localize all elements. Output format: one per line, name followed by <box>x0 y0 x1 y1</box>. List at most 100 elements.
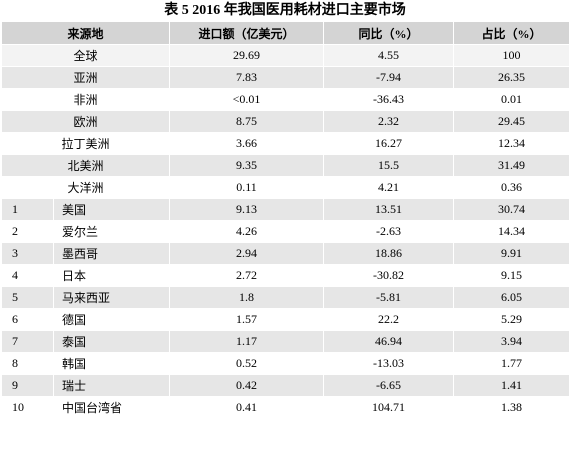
table-cell: 欧洲 <box>0 110 171 133</box>
table-cell: -36.43 <box>323 88 455 111</box>
table-cell: 0.11 <box>169 176 325 199</box>
table-cell: 30.74 <box>453 198 570 221</box>
table-cell: 1.77 <box>453 352 570 375</box>
table-cell: 3.94 <box>453 330 570 353</box>
table-row: 北美洲 9.35 15.5 31.49 <box>0 154 570 177</box>
table-cell: -30.82 <box>323 264 455 287</box>
table-cell: 中国台湾省 <box>52 396 171 419</box>
table-cell: 瑞士 <box>52 374 171 397</box>
table-cell: 5 <box>1 286 54 309</box>
table-title: 表 5 2016 年我国医用耗材进口主要市场 <box>164 3 406 18</box>
table-cell: 46.94 <box>323 330 455 353</box>
table-row: 4 日本 2.72 -30.82 9.15 <box>1 264 570 287</box>
table-cell: 2 <box>1 220 54 243</box>
table-cell: 1.38 <box>453 396 570 419</box>
table-row: 5 马来西亚 1.8 -5.81 6.05 <box>1 286 570 309</box>
table-row: 全球 29.69 4.55 100 <box>0 44 570 67</box>
table-row: 亚洲 7.83 -7.94 26.35 <box>0 66 570 89</box>
table-cell: 日本 <box>52 264 171 287</box>
table-cell: -7.94 <box>323 66 455 89</box>
table-cell: 3.66 <box>169 132 325 155</box>
table-cell: 26.35 <box>453 66 570 89</box>
table-cell: 0.41 <box>169 396 325 419</box>
table-cell: -6.65 <box>323 374 455 397</box>
table-cell: 爱尔兰 <box>52 220 171 243</box>
table-cell: 4.26 <box>169 220 325 243</box>
table-cell: 1.17 <box>169 330 325 353</box>
table-cell: 8.75 <box>169 110 325 133</box>
table-cell: 4.55 <box>323 44 455 67</box>
table-cell: 100 <box>453 44 570 67</box>
table-row: 7 泰国 1.17 46.94 3.94 <box>1 330 570 353</box>
table-cell: 0.36 <box>453 176 570 199</box>
table-cell: 2.72 <box>169 264 325 287</box>
table-cell: 15.5 <box>323 154 455 177</box>
header-cell: 占比（%） <box>453 21 570 45</box>
table-cell: 9 <box>1 374 54 397</box>
table-cell: -13.03 <box>323 352 455 375</box>
table-cell: 0.52 <box>169 352 325 375</box>
table-cell: 12.34 <box>453 132 570 155</box>
table-cell: 1.41 <box>453 374 570 397</box>
table-row: 欧洲 8.75 2.32 29.45 <box>0 110 570 133</box>
data-table: 来源地 进口额（亿美元） 同比（%） 占比（%） 全球 29.69 4.55 100 亚洲 7.8… <box>0 21 570 419</box>
table-cell: 亚洲 <box>0 66 171 89</box>
table-cell: 9.91 <box>453 242 570 265</box>
table-cell: 31.49 <box>453 154 570 177</box>
table-cell: 1.8 <box>169 286 325 309</box>
table-cell: 墨西哥 <box>52 242 171 265</box>
table-row: 6 德国 1.57 22.2 5.29 <box>1 308 570 331</box>
table-cell: 3 <box>1 242 54 265</box>
table-cell: 0.01 <box>453 88 570 111</box>
table-row: 大洋洲 0.11 4.21 0.36 <box>0 176 570 199</box>
table-cell: <0.01 <box>169 88 325 111</box>
table-cell: 29.69 <box>169 44 325 67</box>
table-cell: 大洋洲 <box>0 176 171 199</box>
table-cell: 7 <box>1 330 54 353</box>
table-cell: -2.63 <box>323 220 455 243</box>
table-cell: -5.81 <box>323 286 455 309</box>
table-cell: 6.05 <box>453 286 570 309</box>
table-cell: 2.32 <box>323 110 455 133</box>
table-cell: 1 <box>1 198 54 221</box>
header-cell: 同比（%） <box>323 21 455 45</box>
table-cell: 9.15 <box>453 264 570 287</box>
table-cell: 拉丁美洲 <box>0 132 171 155</box>
table-cell: 4 <box>1 264 54 287</box>
table-cell: 8 <box>1 352 54 375</box>
table-row: 10 中国台湾省 0.41 104.71 1.38 <box>1 396 570 419</box>
table-cell: 4.21 <box>323 176 455 199</box>
table-row: 8 韩国 0.52 -13.03 1.77 <box>1 352 570 375</box>
table-cell: 9.13 <box>169 198 325 221</box>
table-row: 9 瑞士 0.42 -6.65 1.41 <box>1 374 570 397</box>
table-cell: 0.42 <box>169 374 325 397</box>
table-cell: 韩国 <box>52 352 171 375</box>
table-cell: 10 <box>1 396 54 419</box>
table-row: 1 美国 9.13 13.51 30.74 <box>1 198 570 221</box>
table-cell: 非洲 <box>0 88 171 111</box>
table-cell: 22.2 <box>323 308 455 331</box>
table-cell: 7.83 <box>169 66 325 89</box>
table-cell: 104.71 <box>323 396 455 419</box>
table-cell: 2.94 <box>169 242 325 265</box>
table-cell: 18.86 <box>323 242 455 265</box>
table-row: 拉丁美洲 3.66 16.27 12.34 <box>0 132 570 155</box>
table-cell: 泰国 <box>52 330 171 353</box>
header-cell: 来源地 <box>0 21 171 45</box>
table-cell: 马来西亚 <box>52 286 171 309</box>
table-cell: 美国 <box>52 198 171 221</box>
header-row: 来源地 进口额（亿美元） 同比（%） 占比（%） <box>0 21 570 45</box>
table-row: 2 爱尔兰 4.26 -2.63 14.34 <box>1 220 570 243</box>
table-cell: 1.57 <box>169 308 325 331</box>
table-cell: 5.29 <box>453 308 570 331</box>
table-cell: 13.51 <box>323 198 455 221</box>
table-row: 非洲 <0.01 -36.43 0.01 <box>0 88 570 111</box>
table-cell: 16.27 <box>323 132 455 155</box>
table-cell: 6 <box>1 308 54 331</box>
table-row: 3 墨西哥 2.94 18.86 9.91 <box>1 242 570 265</box>
table-cell: 14.34 <box>453 220 570 243</box>
table-cell: 北美洲 <box>0 154 171 177</box>
table-cell: 全球 <box>0 44 171 67</box>
table-cell: 德国 <box>52 308 171 331</box>
